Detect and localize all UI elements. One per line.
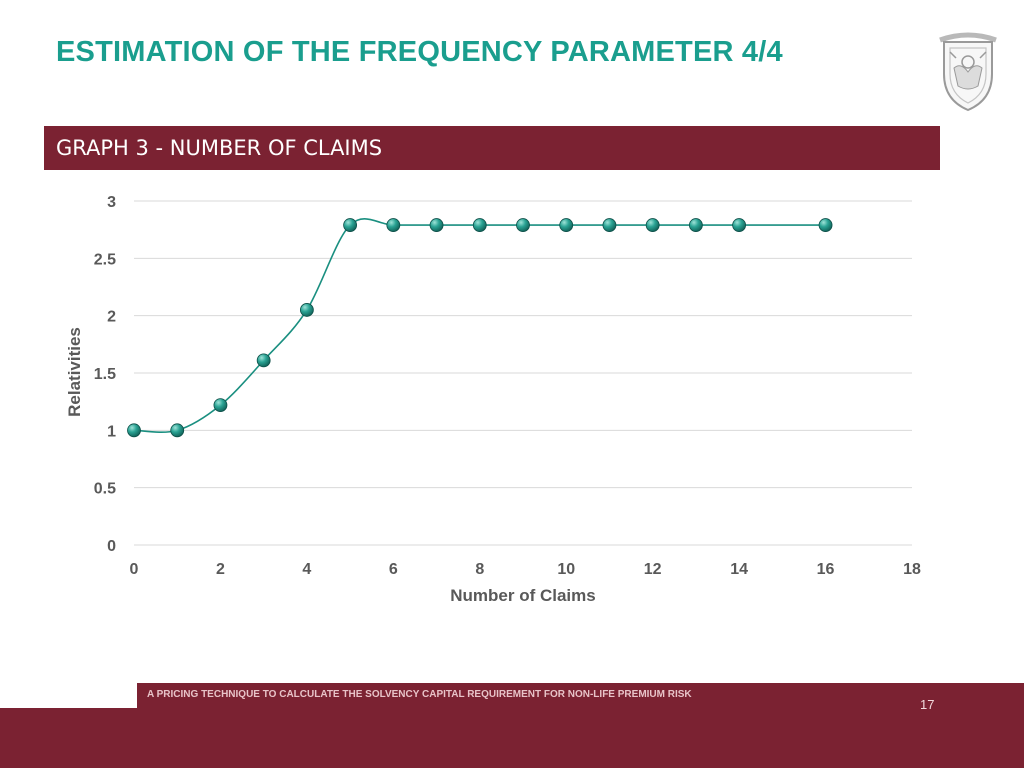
page-number: 17 xyxy=(920,697,935,712)
data-point xyxy=(256,353,271,368)
x-tick-label: 6 xyxy=(389,561,398,578)
x-tick-label: 10 xyxy=(557,561,575,578)
data-point xyxy=(299,303,314,317)
data-point xyxy=(645,218,660,232)
data-point xyxy=(516,218,530,232)
graph-title: GRAPH 3 - NUMBER OF CLAIMS xyxy=(56,136,383,160)
chart: 0 0.5 1 1.5 2 2.5 3 0 2 4 6 8 10 12 14 16 18 Number of Cl… xyxy=(65,194,921,605)
data-point xyxy=(602,218,617,232)
data-point xyxy=(732,218,747,232)
data-point xyxy=(429,218,444,232)
footer-accent xyxy=(0,708,137,768)
slide-title: ESTIMATION OF THE FREQUENCY PARAMETER 4/… xyxy=(56,36,783,68)
y-tick-label: 3 xyxy=(107,194,116,211)
data-point xyxy=(170,423,185,438)
x-tick-label: 18 xyxy=(903,561,921,578)
x-axis-title: Number of Claims xyxy=(450,586,595,605)
data-point xyxy=(472,218,487,232)
y-tick-label: 1 xyxy=(107,423,116,440)
y-axis-title: Relativities xyxy=(65,327,84,417)
graph-banner: GRAPH 3 - NUMBER OF CLAIMS xyxy=(44,126,940,170)
x-tick-label: 12 xyxy=(644,561,662,578)
x-tick-label: 0 xyxy=(130,561,139,578)
series-line xyxy=(133,218,826,433)
data-point xyxy=(213,398,228,413)
y-tick-label: 0 xyxy=(107,538,116,555)
data-point xyxy=(688,218,703,232)
data-point xyxy=(127,423,141,438)
university-crest-icon xyxy=(939,32,997,112)
data-point xyxy=(386,218,401,232)
footer-bar xyxy=(137,683,1024,768)
data-point xyxy=(343,218,358,232)
x-tick-label: 2 xyxy=(216,561,225,578)
data-point xyxy=(818,218,833,232)
y-tick-label: 2 xyxy=(107,309,116,326)
x-tick-label: 8 xyxy=(475,561,484,578)
y-tick-label: 0.5 xyxy=(94,481,116,498)
y-tick-label: 1.5 xyxy=(94,366,116,383)
x-tick-label: 16 xyxy=(817,561,835,578)
x-tick-label: 14 xyxy=(730,561,748,578)
footer-text: A PRICING TECHNIQUE TO CALCULATE THE SOL… xyxy=(147,689,692,700)
x-tick-label: 4 xyxy=(302,561,311,578)
y-tick-label: 2.5 xyxy=(94,251,116,268)
data-point xyxy=(559,218,574,232)
